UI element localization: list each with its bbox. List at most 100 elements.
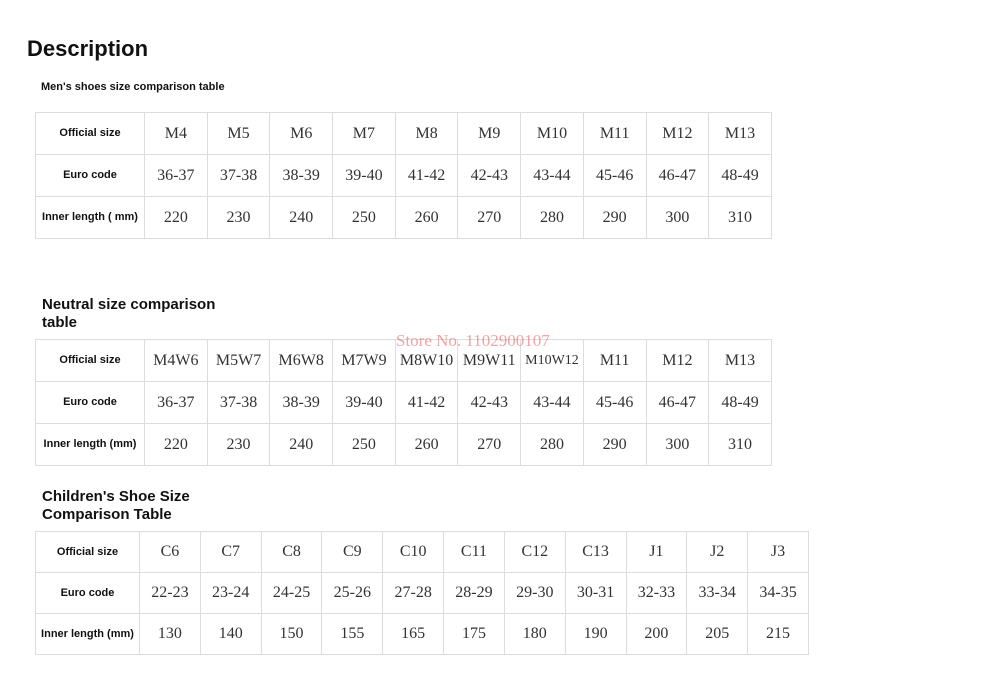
table-cell: 48-49 xyxy=(708,154,772,197)
table-cell: 150 xyxy=(260,613,323,655)
table-cell: 37-38 xyxy=(206,154,271,197)
table-cell: 28-29 xyxy=(443,572,505,614)
table-cell: M9W11 xyxy=(457,339,522,382)
size-table: Official size M4W6 M5W7 M6W8 M7W9 M8W10 M9W11 M… xyxy=(35,339,772,466)
table-cell: 25-26 xyxy=(321,572,384,614)
table-row: Official size M4 M5 M6 M7 M8 M9 M10 M11 M12 M13 xyxy=(35,112,772,155)
table-cell: 38-39 xyxy=(269,381,334,424)
row-label: Inner length (mm) xyxy=(35,613,140,655)
row-label: Official size xyxy=(35,339,145,382)
table-cell: M12 xyxy=(645,339,710,382)
table-cell: M11 xyxy=(582,339,647,382)
table-cell: 240 xyxy=(269,423,334,466)
table-cell: 190 xyxy=(564,613,627,655)
row-label: Inner length (mm) xyxy=(35,423,145,466)
table-row: Euro code 36-37 37-38 38-39 39-40 41-42 42-43 4… xyxy=(35,381,772,424)
table-cell: M10 xyxy=(520,112,584,155)
table-cell: 165 xyxy=(382,613,445,655)
table-cell: 290 xyxy=(582,423,647,466)
row-label: Official size xyxy=(35,112,145,155)
table-cell: M13 xyxy=(708,112,772,155)
table-row: Euro code 22-23 23-24 24-25 25-26 27-28 28-29 2… xyxy=(35,572,809,614)
table-cell: C8 xyxy=(260,531,323,573)
table-title: Children's Shoe Size Comparison Table xyxy=(42,488,190,523)
table-cell: 22-23 xyxy=(139,572,201,614)
table-cell: 42-43 xyxy=(457,154,522,197)
table-cell: M5W7 xyxy=(206,339,271,382)
table-cell: 43-44 xyxy=(520,381,584,424)
watermark: Store No. 1102900107 xyxy=(396,331,550,350)
table-cell: C7 xyxy=(199,531,262,573)
table-cell: 230 xyxy=(206,423,271,466)
table-cell: M8W10 xyxy=(394,339,459,382)
table-cell: 260 xyxy=(394,196,459,239)
table-cell: 200 xyxy=(625,613,688,655)
table-cell: 34-35 xyxy=(747,572,809,614)
table-cell: 300 xyxy=(645,196,710,239)
table-cell: 155 xyxy=(321,613,384,655)
table-cell: 39-40 xyxy=(332,381,396,424)
table-cell: 250 xyxy=(332,423,396,466)
table-cell: 250 xyxy=(332,196,396,239)
table-cell: 27-28 xyxy=(382,572,445,614)
table-cell: M6 xyxy=(269,112,334,155)
table-cell: 240 xyxy=(269,196,334,239)
table-row: Inner length (mm) 130 140 150 155 165 175 180 19… xyxy=(35,613,809,655)
table-cell: 140 xyxy=(199,613,262,655)
table-cell: 175 xyxy=(443,613,505,655)
table-cell: J1 xyxy=(625,531,688,573)
table-cell: M6W8 xyxy=(269,339,334,382)
table-cell: C6 xyxy=(139,531,201,573)
table-cell: 310 xyxy=(708,423,772,466)
table-title: Neutral size comparison table xyxy=(42,296,216,331)
table-cell: 280 xyxy=(520,423,584,466)
page-title: Description xyxy=(27,36,149,61)
table-cell: M7 xyxy=(332,112,396,155)
table-cell: C13 xyxy=(564,531,627,573)
table-cell: 33-34 xyxy=(686,572,749,614)
table-cell: 36-37 xyxy=(144,154,208,197)
table-cell: 260 xyxy=(394,423,459,466)
table-cell: M12 xyxy=(645,112,710,155)
table-row: Inner length (mm) 220 230 240 250 260 270 280 29… xyxy=(35,423,772,466)
table-cell: 41-42 xyxy=(394,154,459,197)
row-label: Euro code xyxy=(35,381,145,424)
table-title: Men's shoes size comparison table xyxy=(41,81,225,93)
row-label: Euro code xyxy=(35,154,145,197)
size-table: Official size M4 M5 M6 M7 M8 M9 M10 M11 M12 M13 Eur… xyxy=(35,112,772,239)
table-cell: 270 xyxy=(457,423,522,466)
table-cell: C11 xyxy=(443,531,505,573)
table-row: Official size C6 C7 C8 C9 C10 C11 C12 C13 J1 J2 J3 xyxy=(35,531,809,573)
table-cell: C9 xyxy=(321,531,384,573)
table-cell: 130 xyxy=(139,613,201,655)
table-cell: 46-47 xyxy=(645,154,710,197)
table-cell: 220 xyxy=(144,196,208,239)
table-cell: 270 xyxy=(457,196,522,239)
table-cell: 39-40 xyxy=(332,154,396,197)
table-cell: 32-33 xyxy=(625,572,688,614)
table-cell: M5 xyxy=(206,112,271,155)
table-cell: C10 xyxy=(382,531,445,573)
table-cell: 37-38 xyxy=(206,381,271,424)
table-cell: M4 xyxy=(144,112,208,155)
table-cell: 205 xyxy=(686,613,749,655)
table-cell: M9 xyxy=(457,112,522,155)
table-cell: M8 xyxy=(394,112,459,155)
table-cell: 41-42 xyxy=(394,381,459,424)
table-cell: 310 xyxy=(708,196,772,239)
row-label: Inner length ( mm) xyxy=(35,196,145,239)
row-label: Official size xyxy=(35,531,140,573)
table-cell: 220 xyxy=(144,423,208,466)
row-label: Euro code xyxy=(35,572,140,614)
table-cell: C12 xyxy=(503,531,566,573)
table-cell: 43-44 xyxy=(520,154,584,197)
table-cell: 290 xyxy=(582,196,647,239)
table-cell: 42-43 xyxy=(457,381,522,424)
table-cell: 215 xyxy=(747,613,809,655)
table-cell: 36-37 xyxy=(144,381,208,424)
size-table: Official size C6 C7 C8 C9 C10 C11 C12 C13 J1 J2 J3 E… xyxy=(35,531,809,655)
table-row: Official size M4W6 M5W7 M6W8 M7W9 M8W10 M9W11 M… xyxy=(35,339,772,382)
table-cell: 230 xyxy=(206,196,271,239)
table-cell: 30-31 xyxy=(564,572,627,614)
